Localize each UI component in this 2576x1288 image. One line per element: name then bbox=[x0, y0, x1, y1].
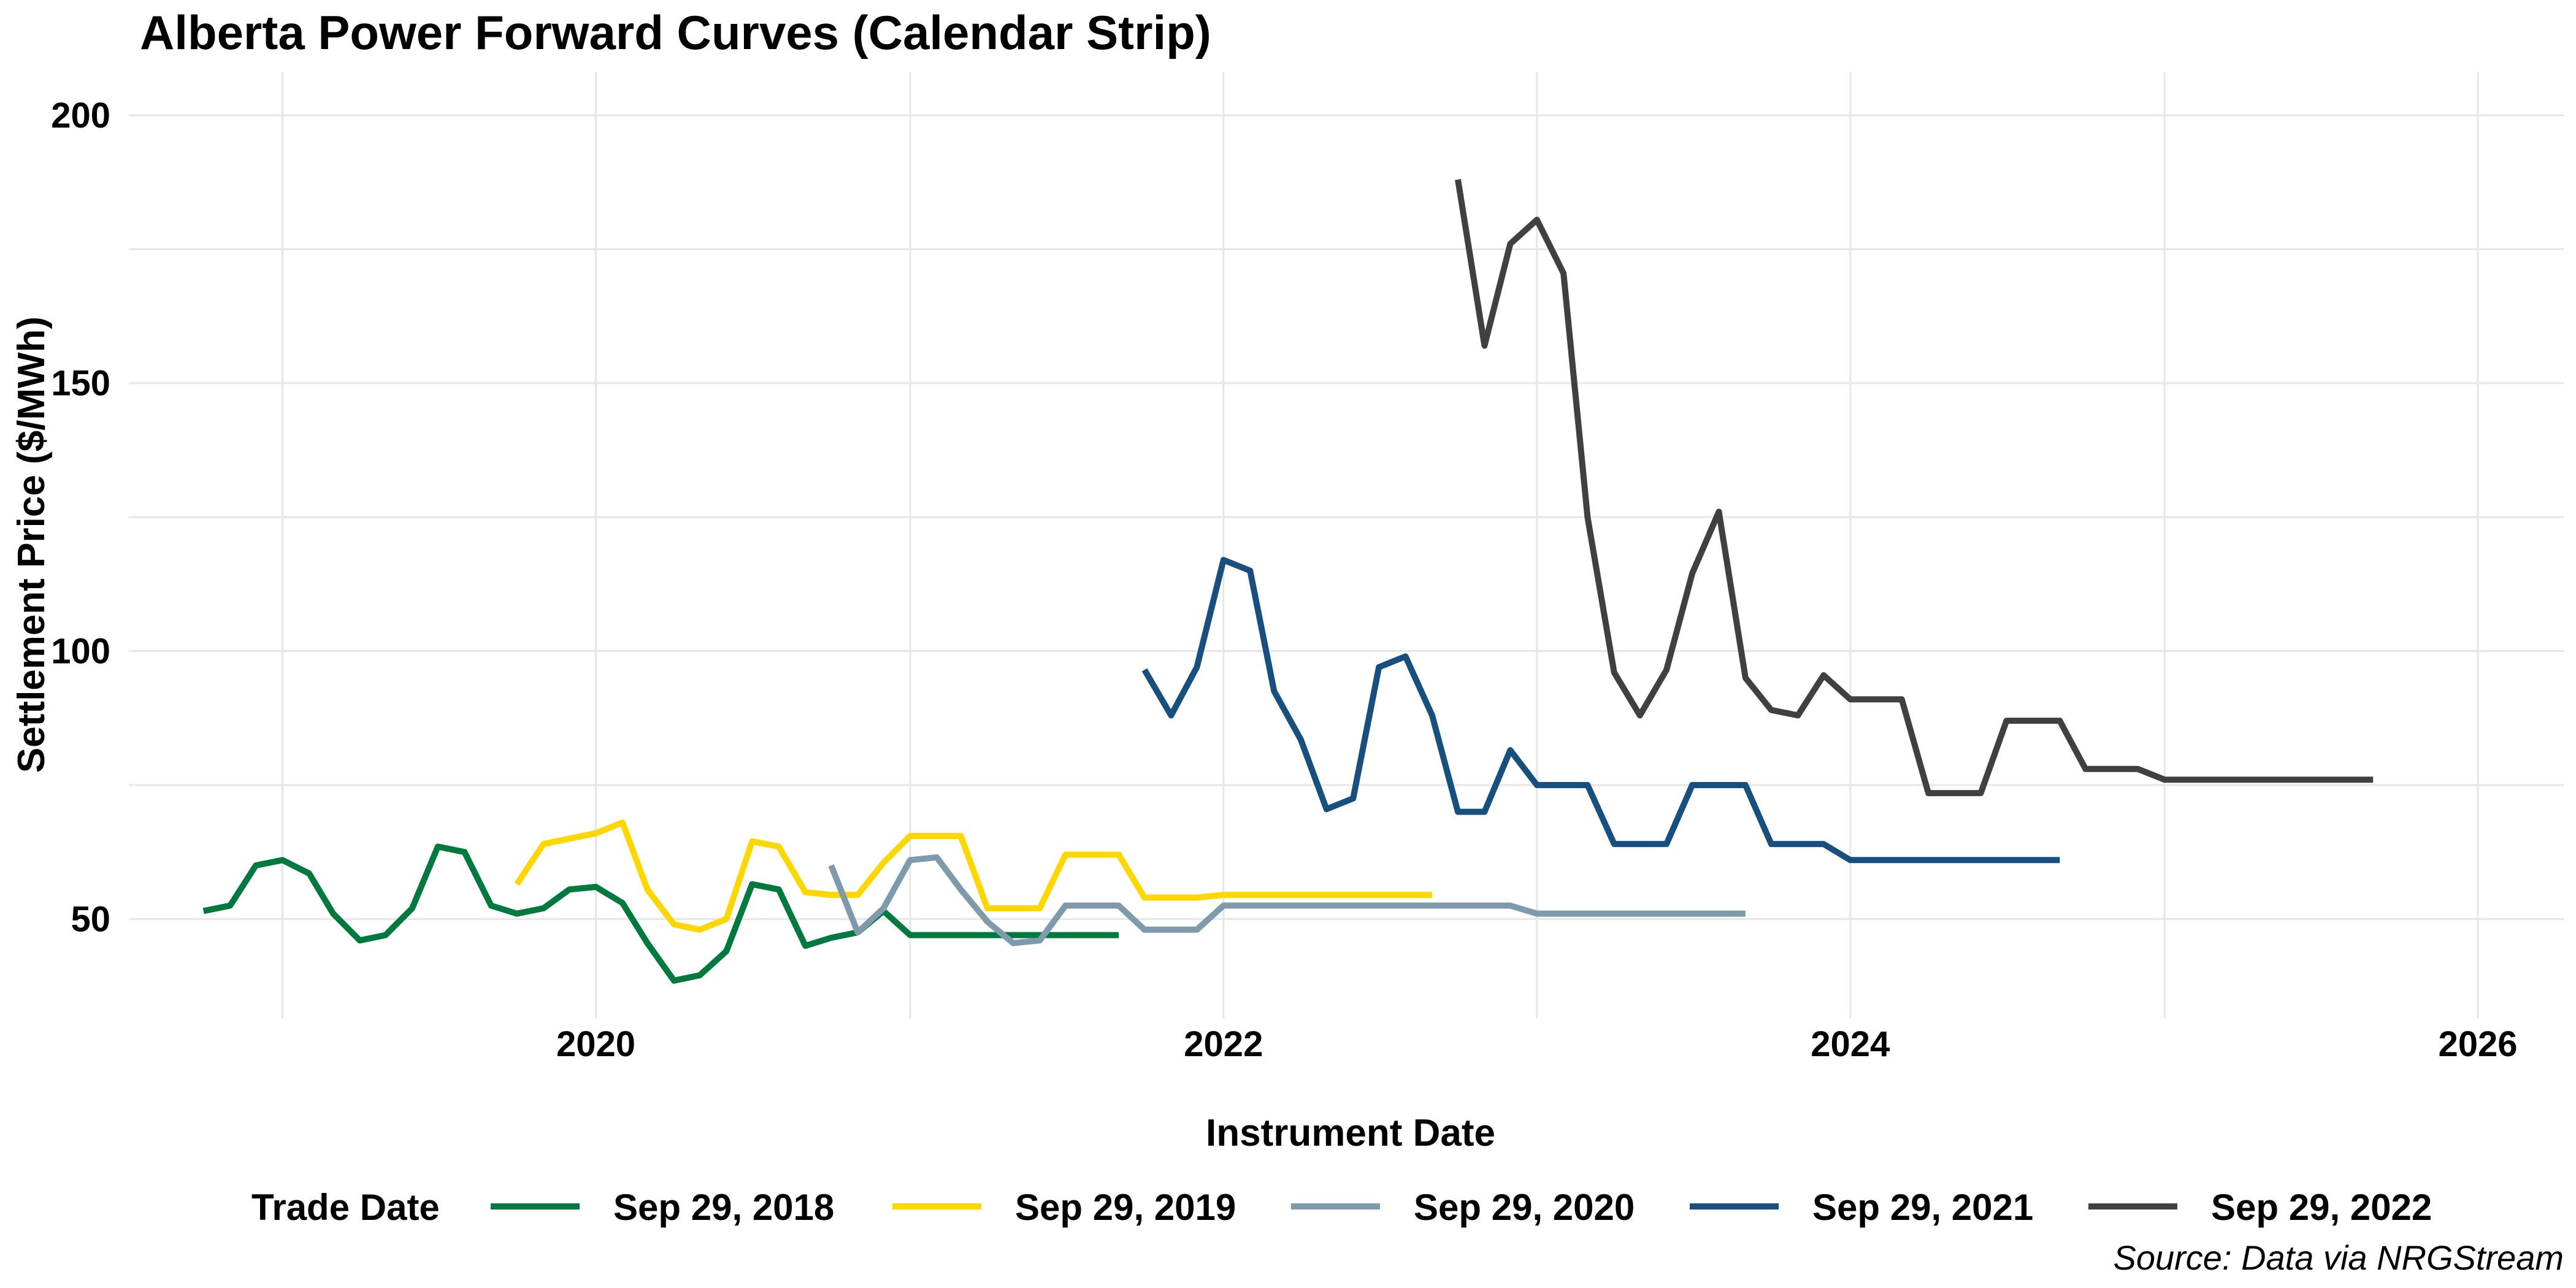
x-tick-label: 2024 bbox=[1811, 1024, 1890, 1064]
series-line-2 bbox=[514, 819, 1432, 933]
chart-title: Alberta Power Forward Curves (Calendar S… bbox=[140, 6, 1211, 59]
axis-tick-labels: 50 100 150 200 2020 2022 2024 2026 bbox=[51, 96, 2517, 1064]
y-tick-label: 100 bbox=[51, 632, 110, 672]
series-line-3 bbox=[828, 854, 1746, 946]
legend-label: Sep 29, 2022 bbox=[2211, 1187, 2432, 1228]
x-tick-label: 2020 bbox=[556, 1024, 635, 1064]
x-tick-label: 2026 bbox=[2438, 1024, 2517, 1064]
x-tick-label: 2022 bbox=[1184, 1024, 1263, 1064]
y-tick-label: 50 bbox=[71, 899, 110, 939]
legend-label: Sep 29, 2018 bbox=[613, 1187, 834, 1228]
legend-label: Sep 29, 2019 bbox=[1015, 1187, 1236, 1228]
series-line-4 bbox=[1141, 557, 2060, 864]
series-line-5 bbox=[1455, 178, 2374, 797]
gridlines bbox=[129, 72, 2564, 1018]
series-lines bbox=[202, 178, 2374, 984]
x-axis-title: Instrument Date bbox=[1206, 1112, 1495, 1154]
legend-label: Sep 29, 2020 bbox=[1414, 1187, 1635, 1228]
legend-label: Sep 29, 2021 bbox=[1812, 1187, 2033, 1228]
y-tick-label: 200 bbox=[51, 96, 110, 136]
series-line-1 bbox=[202, 843, 1119, 984]
legend: Trade Date Sep 29, 2018 Sep 29, 2019 Sep 2… bbox=[251, 1187, 2432, 1228]
y-tick-label: 150 bbox=[51, 364, 110, 404]
y-axis-title: Settlement Price ($/MWh) bbox=[10, 316, 53, 773]
source-caption: Source: Data via NRGStream bbox=[2114, 1238, 2564, 1277]
legend-title: Trade Date bbox=[251, 1187, 440, 1228]
